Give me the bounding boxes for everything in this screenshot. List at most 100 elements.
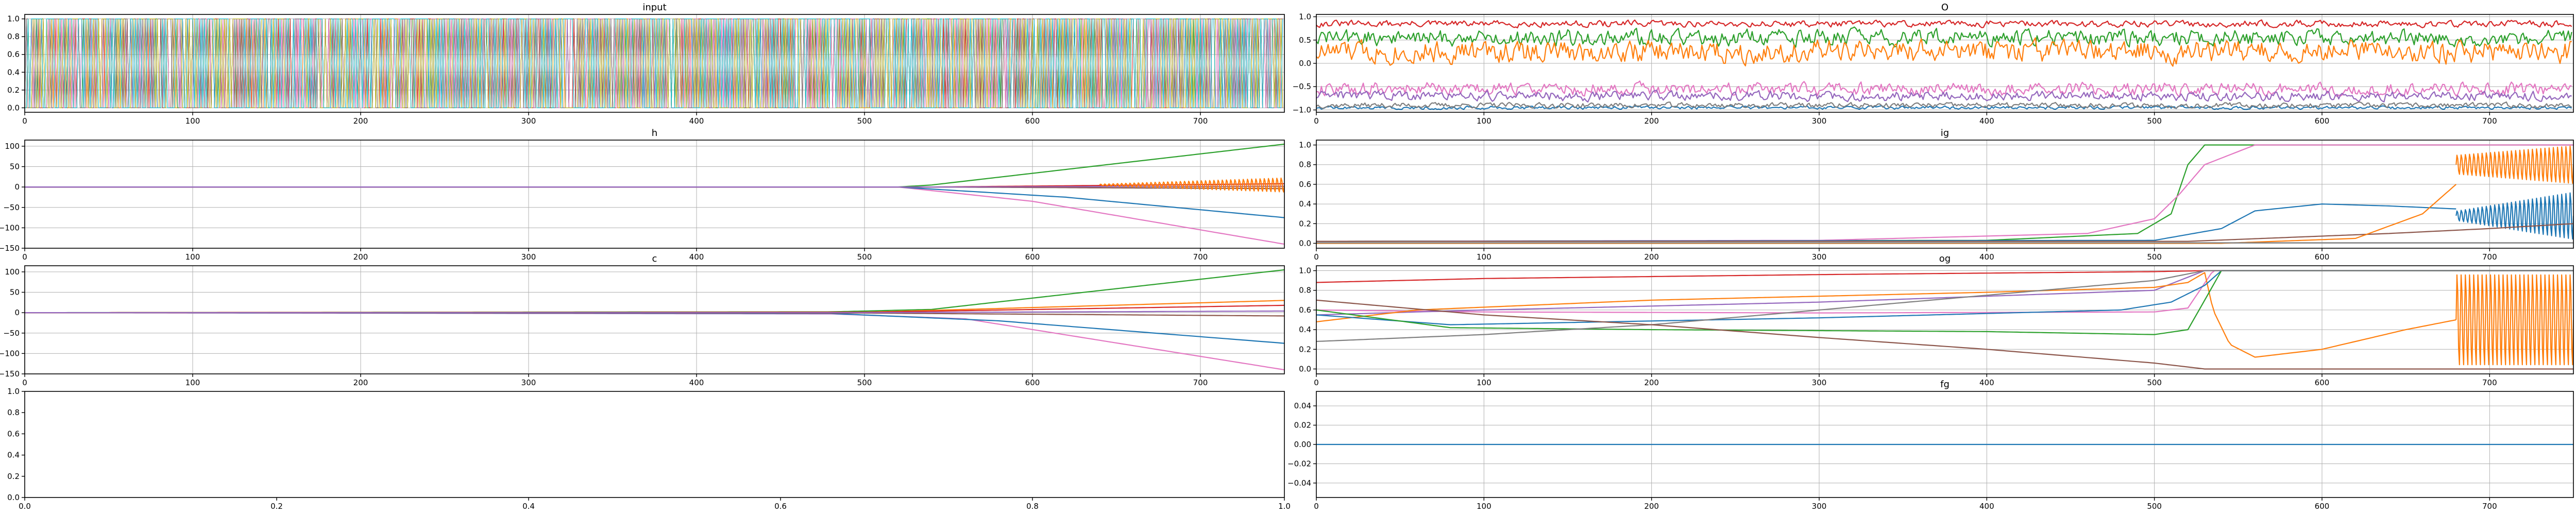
x-tick-label: 300	[1812, 502, 1827, 511]
series-line	[25, 186, 1284, 245]
y-tick-label: 0.0	[7, 493, 20, 502]
y-tick-label: 1.0	[1299, 12, 1311, 22]
series-line	[2455, 274, 2573, 366]
series-line	[1316, 270, 2573, 283]
y-tick-label: −50	[3, 203, 20, 212]
series-line	[1316, 89, 2572, 103]
x-tick-label: 200	[1644, 502, 1659, 511]
y-tick-label: −0.04	[1287, 478, 1311, 488]
y-tick-label: 0.4	[7, 67, 20, 77]
series-group	[25, 269, 1284, 371]
series-line	[2455, 145, 2573, 184]
series-line	[1316, 37, 2572, 67]
series-line	[1316, 299, 2573, 370]
subplot-title: og	[1939, 253, 1951, 264]
y-tick-label: 0.2	[7, 472, 20, 481]
series-line	[1316, 144, 2573, 242]
x-tick-label: 100	[1477, 252, 1492, 262]
x-tick-label: 500	[2147, 252, 2162, 262]
y-tick-label: 0	[14, 308, 20, 317]
x-tick-label: 0	[1314, 502, 1319, 511]
series-group	[25, 19, 1283, 108]
y-tick-label: 0.2	[1299, 219, 1311, 228]
series-line	[1316, 101, 2572, 109]
y-tick-label: 0.6	[1299, 180, 1311, 189]
x-tick-label: 600	[2315, 502, 2330, 511]
y-tick-label: 0.2	[1299, 345, 1311, 354]
y-tick-label: 0.6	[1299, 305, 1311, 315]
axes-frame	[24, 265, 1285, 374]
y-tick-label: 0.6	[7, 50, 20, 59]
x-tick-label: 700	[2482, 116, 2497, 126]
x-tick-label: 100	[185, 116, 200, 126]
axes-frame	[24, 140, 1285, 249]
x-tick-label: 100	[1477, 116, 1492, 126]
x-tick-label: 0.6	[774, 502, 787, 511]
y-tick-label: 0.0	[1299, 238, 1311, 248]
series-line	[1316, 105, 2572, 110]
x-tick-label: 300	[521, 378, 536, 387]
x-tick-label: 700	[2482, 378, 2497, 387]
series-line	[1316, 270, 2573, 335]
subplot-title: O	[1941, 2, 1948, 13]
y-tick-label: 0.00	[1294, 440, 1311, 449]
series-line	[25, 185, 1284, 188]
x-tick-label: 0	[1314, 252, 1319, 262]
series-line	[1316, 184, 2457, 244]
series-line	[1316, 272, 2456, 358]
subplot-title: ig	[1941, 128, 1949, 139]
subplot-title: fg	[1940, 379, 1950, 390]
x-tick-label: 100	[185, 378, 200, 387]
y-tick-label: 1.0	[1299, 141, 1311, 150]
x-tick-label: 400	[1979, 252, 1994, 262]
x-tick-label: 400	[1979, 116, 1994, 126]
subplot-ig: 0 100 200 300 400 500 600 700 0.0 0.2 0.4 0.6 0.8 1.0…	[1299, 128, 2574, 262]
x-tick-label: 600	[1025, 116, 1040, 126]
x-tick-label: 400	[689, 116, 704, 126]
y-tick-label: 0.4	[1299, 199, 1311, 209]
y-tick-label: −50	[3, 329, 20, 338]
y-tick-label: 0.4	[1299, 325, 1311, 334]
x-tick-label: 200	[353, 252, 368, 262]
x-tick-label: 0.4	[522, 502, 535, 511]
x-tick-label: 300	[1812, 252, 1827, 262]
y-tick-label: 0	[14, 182, 20, 192]
x-tick-label: 0.2	[270, 502, 283, 511]
x-tick-label: 600	[1025, 252, 1040, 262]
x-tick-label: 500	[857, 378, 872, 387]
x-tick-label: 100	[185, 252, 200, 262]
series-line	[1316, 270, 2573, 342]
series-line	[25, 143, 1284, 188]
x-tick-label: 700	[2482, 252, 2497, 262]
y-tick-label: 0.0	[1299, 59, 1311, 68]
series-line	[1316, 80, 2572, 98]
series-line	[1316, 19, 2572, 29]
y-tick-label: 0.8	[1299, 160, 1311, 169]
x-tick-label: 600	[2315, 378, 2330, 387]
x-tick-label: 1.0	[1278, 502, 1291, 511]
subplot-title: h	[652, 128, 657, 139]
series-line	[25, 300, 1284, 314]
series-line	[25, 19, 1283, 108]
y-tick-label: 0.8	[7, 408, 20, 417]
series-line	[1316, 223, 2573, 242]
series-line	[2455, 192, 2573, 240]
x-tick-label: 500	[857, 116, 872, 126]
y-tick-label: 100	[5, 142, 20, 151]
series-group	[1316, 270, 2573, 370]
series-line	[25, 310, 1284, 314]
x-tick-label: 0	[1314, 378, 1319, 387]
series-line	[1316, 203, 2456, 242]
x-tick-label: 700	[1193, 116, 1208, 126]
series-group	[1316, 144, 2573, 244]
y-tick-label: 1.0	[7, 14, 20, 24]
x-tick-label: 200	[353, 116, 368, 126]
y-tick-label: 0.0	[7, 103, 20, 112]
x-tick-label: 0	[22, 378, 27, 387]
x-tick-label: 400	[1979, 378, 1994, 387]
x-tick-label: 700	[1193, 378, 1208, 387]
x-tick-label: 500	[2147, 378, 2162, 387]
series-line	[25, 312, 1284, 371]
axes-frame	[1316, 140, 2574, 249]
